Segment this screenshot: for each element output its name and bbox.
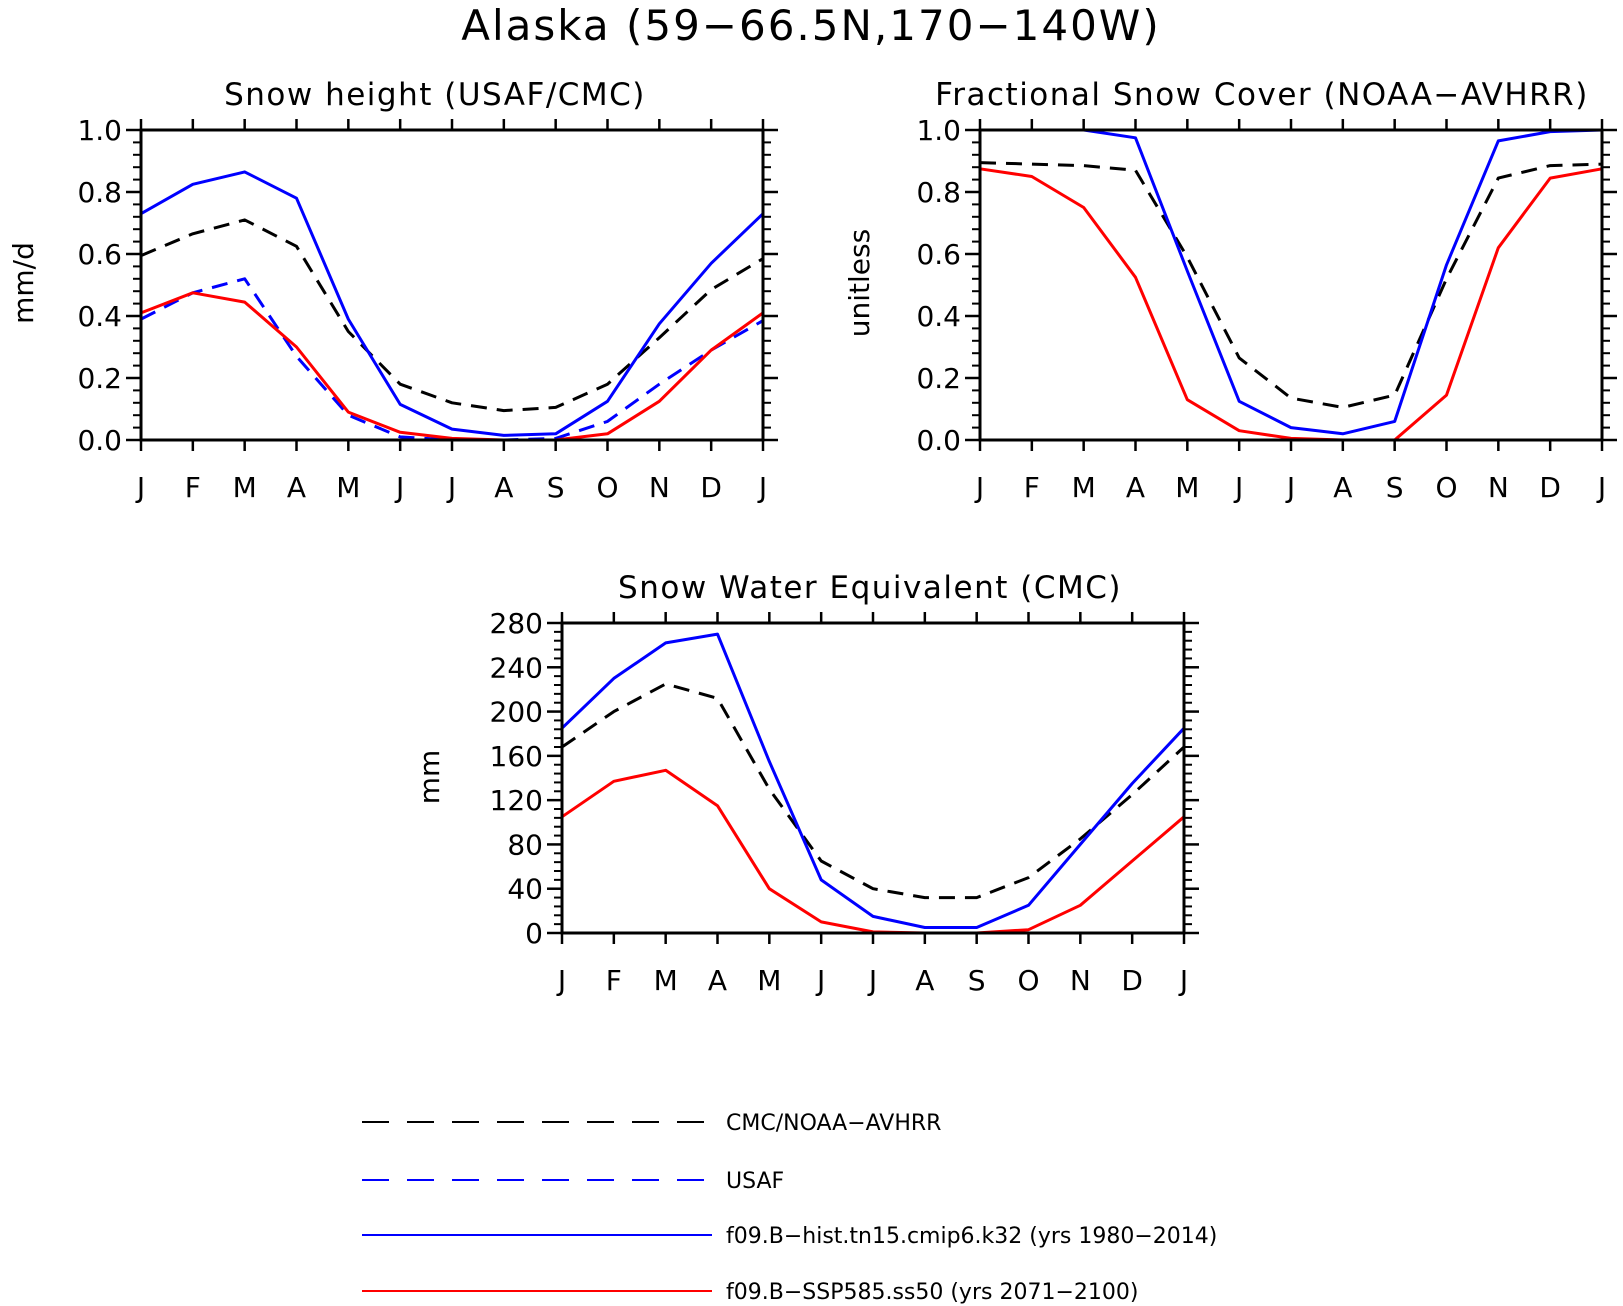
y-tick-label: 1.0 [916, 114, 961, 147]
y-tick-label: 0.2 [916, 362, 961, 395]
series-line-hist [140, 170, 765, 437]
legend-item-cmc-noaa-avhrr: CMC/NOAA−AVHRR [362, 1111, 941, 1136]
plot-frame [139, 128, 765, 442]
x-tick-label: A [915, 964, 934, 997]
x-tick-label: F [1024, 471, 1040, 504]
y-tick-label: 40 [507, 873, 543, 906]
y-tick-label: 0.2 [77, 362, 122, 395]
series-line-ssp [140, 291, 764, 442]
y-tick-label: 0.0 [916, 424, 961, 457]
series-line-obs [979, 161, 1603, 409]
y-axis-label: unitless [843, 229, 876, 337]
y-tick-label: 0.8 [77, 176, 122, 209]
y-tick-label: 0.4 [916, 300, 961, 333]
x-tick-label: M [233, 471, 257, 504]
x-tick-label: A [708, 964, 727, 997]
x-tick-label: A [1126, 471, 1145, 504]
y-tick-label: 0.0 [77, 424, 122, 457]
x-tick-label: M [1175, 471, 1199, 504]
series-line-usaf [140, 277, 764, 442]
x-tick-label: F [606, 964, 622, 997]
series-line-ssp [561, 768, 1185, 935]
x-tick-label: J [867, 964, 877, 997]
x-tick-label: N [1488, 471, 1509, 504]
y-tick-label: 200 [490, 696, 543, 729]
y-axis-label: mm/d [7, 242, 40, 324]
legend-label: f09.B−SSP585.ss50 (yrs 2071−2100) [726, 1280, 1138, 1305]
x-tick-label: M [757, 964, 781, 997]
x-tick-label: J [815, 964, 825, 997]
y-tick-label: 0 [525, 917, 543, 950]
x-tick-label: S [1386, 471, 1404, 504]
x-tick-label: S [968, 964, 986, 997]
y-tick-label: 0.4 [77, 300, 122, 333]
x-tick-label: N [649, 471, 670, 504]
series-line-ssp [979, 167, 1603, 442]
y-tick-label: 0.6 [77, 238, 122, 271]
x-tick-label: S [547, 471, 565, 504]
x-tick-label: O [596, 471, 618, 504]
plot-frame [560, 621, 1186, 935]
y-tick-label: 120 [490, 784, 543, 817]
x-tick-label: J [446, 471, 456, 504]
x-tick-label: J [394, 471, 404, 504]
panel-fractional-snow-cover: Fractional Snow Cover (NOAA−AVHRR) unitl… [843, 77, 1617, 504]
series-line-obs [561, 682, 1186, 900]
x-tick-label: A [494, 471, 513, 504]
x-tick-label: J [757, 471, 767, 504]
y-axis-label: mm [413, 750, 446, 805]
x-tick-label: J [1233, 471, 1243, 504]
legend-label: USAF [726, 1169, 784, 1194]
x-tick-label: D [1121, 964, 1143, 997]
y-tick-label: 1.0 [77, 114, 122, 147]
x-tick-label: D [1539, 471, 1561, 504]
y-tick-label: 80 [507, 828, 543, 861]
x-tick-label: J [556, 964, 566, 997]
x-tick-label: J [1178, 964, 1188, 997]
y-tick-label: 240 [490, 651, 543, 684]
x-tick-label: N [1070, 964, 1091, 997]
plot-area-snow-height: J F M A M J J A S O N D J0.00.20.40.60.81.0 [77, 114, 778, 504]
series-line-obs [140, 218, 764, 413]
legend-item-ssp585: f09.B−SSP585.ss50 (yrs 2071−2100) [362, 1280, 1138, 1305]
legend-item-hist: f09.B−hist.tn15.cmip6.k32 (yrs 1980−2014… [362, 1224, 1217, 1249]
legend: CMC/NOAA−AVHRR USAF f09.B−hist.tn15.cmip… [362, 1111, 1217, 1305]
x-tick-label: J [135, 471, 145, 504]
x-tick-label: A [1333, 471, 1352, 504]
plot-area-fractional-snow-cover: J F M A M J J A S O N D J0.00.20.40.60.81.0 [916, 114, 1617, 504]
legend-label: CMC/NOAA−AVHRR [726, 1111, 941, 1136]
x-tick-label: J [974, 471, 984, 504]
x-tick-label: O [1017, 964, 1039, 997]
y-tick-label: 280 [490, 607, 543, 640]
legend-label: f09.B−hist.tn15.cmip6.k32 (yrs 1980−2014… [726, 1224, 1217, 1249]
x-tick-label: F [185, 471, 201, 504]
y-tick-label: 0.6 [916, 238, 961, 271]
x-tick-label: M [654, 964, 678, 997]
legend-item-usaf: USAF [362, 1169, 784, 1194]
figure-title: Alaska (59−66.5N,170−140W) [461, 1, 1160, 50]
panel-title: Fractional Snow Cover (NOAA−AVHRR) [935, 77, 1589, 113]
x-tick-label: J [1285, 471, 1295, 504]
x-tick-label: O [1435, 471, 1457, 504]
x-tick-label: M [336, 471, 360, 504]
series-line-hist [560, 632, 1186, 929]
x-tick-label: M [1072, 471, 1096, 504]
panel-title: Snow height (USAF/CMC) [224, 77, 646, 113]
x-tick-label: D [700, 471, 722, 504]
x-tick-label: J [1596, 471, 1606, 504]
x-tick-label: A [287, 471, 306, 504]
y-tick-label: 0.8 [916, 176, 961, 209]
y-tick-label: 160 [490, 740, 543, 773]
panel-title: Snow Water Equivalent (CMC) [618, 570, 1122, 606]
